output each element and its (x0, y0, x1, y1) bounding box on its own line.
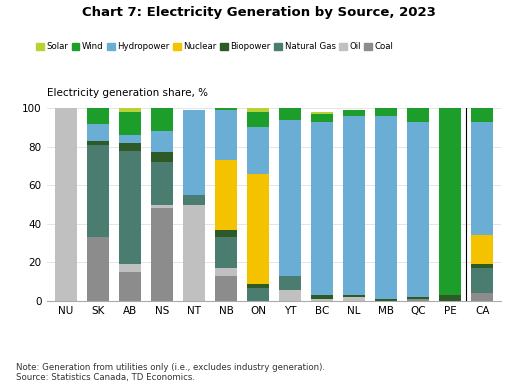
Bar (407, 108, 430, 122)
Bar (118, 108, 141, 112)
Bar (215, 98, 237, 110)
Bar (471, 268, 494, 293)
Bar (118, 112, 141, 135)
Bar (118, 143, 141, 151)
Legend: Solar, Wind, Hydropower, Nuclear, Biopower, Natural Gas, Oil, Coal: Solar, Wind, Hydropower, Nuclear, Biopow… (33, 39, 397, 55)
Bar (343, 116, 366, 295)
Bar (118, 151, 141, 264)
Bar (407, 297, 430, 299)
Text: Electricity generation share, %: Electricity generation share, % (47, 88, 207, 98)
Bar (215, 237, 237, 268)
Bar (343, 295, 366, 297)
Bar (183, 110, 205, 195)
Bar (86, 145, 109, 237)
Bar (471, 106, 494, 122)
Bar (279, 290, 301, 301)
Text: Note: Generation from utilities only (i.e., excludes industry generation).
Sourc: Note: Generation from utilities only (i.… (16, 363, 325, 382)
Bar (407, 122, 430, 297)
Bar (311, 295, 333, 299)
Bar (407, 299, 430, 301)
Bar (343, 110, 366, 116)
Bar (150, 104, 173, 131)
Bar (215, 268, 237, 276)
Bar (86, 237, 109, 301)
Bar (118, 272, 141, 301)
Bar (183, 195, 205, 205)
Bar (118, 135, 141, 143)
Bar (311, 122, 333, 295)
Bar (118, 264, 141, 272)
Bar (471, 122, 494, 235)
Bar (279, 108, 301, 120)
Bar (150, 131, 173, 152)
Bar (439, 295, 462, 301)
Bar (279, 120, 301, 276)
Bar (247, 174, 269, 284)
Bar (86, 141, 109, 145)
Bar (471, 235, 494, 264)
Bar (311, 299, 333, 301)
Bar (279, 276, 301, 290)
Bar (150, 208, 173, 301)
Bar (150, 162, 173, 205)
Bar (183, 205, 205, 301)
Text: Chart 7: Electricity Generation by Source, 2023: Chart 7: Electricity Generation by Sourc… (82, 6, 435, 19)
Bar (471, 293, 494, 301)
Bar (86, 124, 109, 141)
Bar (375, 108, 398, 116)
Bar (247, 127, 269, 174)
Bar (375, 299, 398, 301)
Bar (54, 108, 77, 301)
Bar (215, 160, 237, 230)
Bar (375, 116, 398, 299)
Bar (471, 104, 494, 106)
Bar (150, 152, 173, 162)
Bar (215, 276, 237, 301)
Bar (311, 114, 333, 122)
Bar (311, 112, 333, 114)
Bar (343, 297, 366, 301)
Bar (215, 110, 237, 160)
Bar (439, 108, 462, 295)
Bar (215, 230, 237, 237)
Bar (247, 284, 269, 288)
Bar (247, 288, 269, 301)
Bar (247, 112, 269, 127)
Bar (471, 264, 494, 268)
Bar (86, 108, 109, 124)
Bar (150, 205, 173, 208)
Bar (247, 108, 269, 112)
